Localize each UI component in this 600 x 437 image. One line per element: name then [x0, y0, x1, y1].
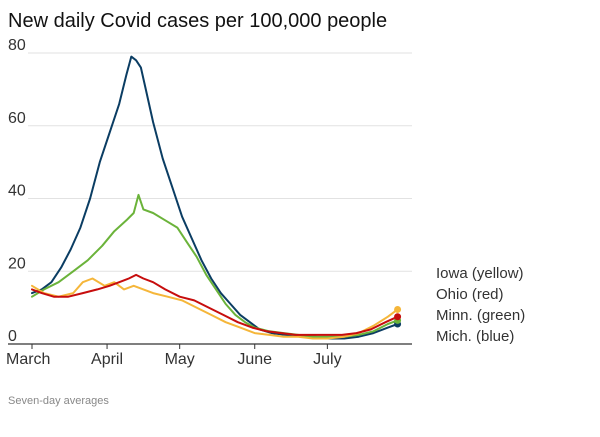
- series-line-0: [31, 55, 399, 340]
- legend-label-0: Iowa (yellow): [436, 265, 524, 282]
- y-tick-label: 80: [8, 37, 26, 54]
- x-tick-label: July: [313, 351, 341, 368]
- legend-label-3: Mich. (blue): [436, 328, 514, 345]
- y-tick-label: 0: [8, 328, 17, 345]
- y-axis-ticks: 0 20 40 60 80: [8, 37, 26, 345]
- legend: Iowa (yellow) Ohio (red) Minn. (green) Mich…: [436, 265, 525, 345]
- series-endpoint-3: [394, 305, 402, 313]
- chart-note: Seven-day averages: [8, 395, 109, 407]
- y-tick-label: 60: [8, 110, 26, 127]
- chart-title: New daily Covid cases per 100,000 people: [8, 10, 387, 32]
- series-line-3: [31, 277, 399, 340]
- series-endpoints: [394, 305, 402, 328]
- x-tick-label: May: [165, 351, 195, 368]
- x-tick-label: April: [91, 351, 123, 368]
- y-tick-label: 20: [8, 255, 26, 272]
- legend-label-2: Minn. (green): [436, 307, 525, 324]
- x-tick-label: March: [6, 351, 50, 368]
- legend-label-1: Ohio (red): [436, 286, 504, 303]
- x-axis-ticks: March April May June July: [6, 344, 342, 368]
- series-line-2: [31, 273, 399, 336]
- y-tick-label: 40: [8, 183, 26, 200]
- x-tick-label: June: [237, 351, 272, 368]
- series-lines: [31, 55, 399, 340]
- gridlines: [8, 52, 412, 345]
- series-endpoint-2: [394, 313, 402, 321]
- series-line-1: [31, 193, 399, 338]
